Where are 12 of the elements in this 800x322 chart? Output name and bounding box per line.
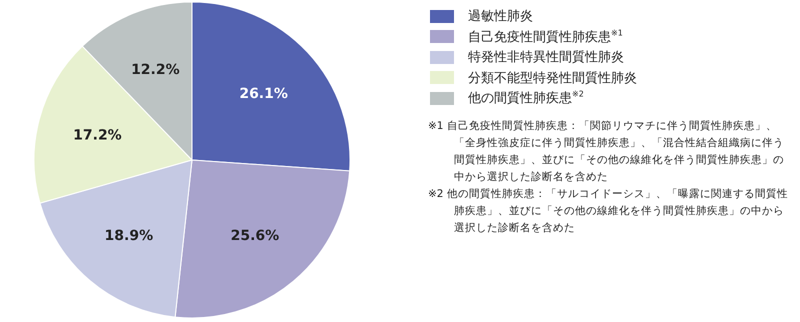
legend-label: 分類不能型特発性間質性肺炎: [468, 70, 637, 87]
legend-label: 他の間質性肺疾患$^{※2}$: [468, 89, 584, 108]
data-label: 17.2%: [73, 127, 122, 144]
data-label: 26.1%: [239, 86, 288, 102]
text: ※2 他の間質性肺疾患：「サルコイドーシス」、「曝露に関連する間質性肺疾患」、並びに「その他の線維化を伴う間質性肺疾患」の中から選択した診断名を含めた: [428, 187, 789, 236]
text: ※1 自己免疫性間質性肺疾患：「関節リウマチに伴う間質性肺疾患」、「全身性強皮症に伴う間質性肺疾患」、「混合性結合組織病に伴う間質性肺疾患」、並びに「その他の線維化を伴う間質性肺疾患」の中から選択した診断名を含めた: [428, 119, 785, 185]
data-label: 18.9%: [104, 228, 154, 244]
legend-label: 自己免疫性間質性肺疾患$^{※1}$: [468, 28, 623, 46]
legend-label: 特発性非特異性間質性肺炎: [468, 49, 624, 66]
data-label: 25.6%: [230, 228, 280, 244]
data-label: 12.2%: [131, 62, 180, 78]
legend-label: 過敏性肺炎: [468, 8, 533, 26]
